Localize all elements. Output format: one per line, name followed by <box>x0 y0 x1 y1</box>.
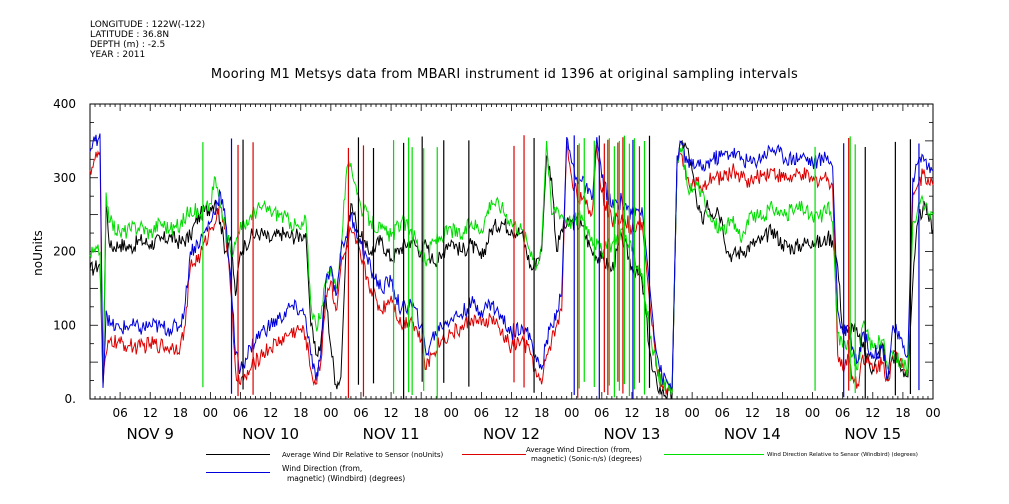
depth-label: DEPTH (m) : -2.5 <box>90 40 166 50</box>
x-day-label: NOV 12 <box>483 425 540 443</box>
x-day-label: NOV 11 <box>363 425 420 443</box>
x-tick-label: 00 <box>203 406 218 420</box>
plot-frame <box>89 103 934 400</box>
x-day-label: NOV 15 <box>844 425 901 443</box>
x-tick-label: 00 <box>564 406 579 420</box>
x-tick-label: 12 <box>624 406 639 420</box>
x-tick-label: 00 <box>685 406 700 420</box>
x-tick-label: 00 <box>805 406 820 420</box>
x-tick-label: 18 <box>414 406 429 420</box>
y-tick-label: 100 <box>53 318 76 332</box>
latitude-label: LATITUDE : 36.8N <box>90 30 170 40</box>
x-tick-label: 06 <box>835 406 850 420</box>
x-day-label: NOV 9 <box>127 425 174 443</box>
y-tick-label: 400 <box>53 97 76 111</box>
longitude-label: LONGITUDE : 122W(-122) <box>90 20 206 30</box>
x-tick-label: 00 <box>925 406 940 420</box>
y-axis-label: noUnits <box>31 230 45 276</box>
x-tick-label: 12 <box>143 406 158 420</box>
y-tick-label: 300 <box>53 171 76 185</box>
x-tick-label: 18 <box>173 406 188 420</box>
x-day-label: NOV 10 <box>242 425 299 443</box>
series-line-1 <box>89 139 934 399</box>
x-tick-label: 12 <box>504 406 519 420</box>
x-tick-label: 06 <box>112 406 127 420</box>
x-tick-label: 18 <box>534 406 549 420</box>
y-tick-label: 200 <box>53 245 76 259</box>
x-tick-label: 06 <box>353 406 368 420</box>
year-label: YEAR : 2011 <box>90 50 146 60</box>
y-tick-label: 0. <box>65 392 76 406</box>
x-tick-label: 18 <box>654 406 669 420</box>
x-tick-label: 18 <box>293 406 308 420</box>
plot-area <box>89 133 934 399</box>
chart-title: Mooring M1 Metsys data from MBARI instru… <box>210 67 799 82</box>
x-tick-label: 12 <box>383 406 398 420</box>
x-tick-label: 06 <box>233 406 248 420</box>
x-tick-label: 12 <box>263 406 278 420</box>
mooring-metadata: LONGITUDE : 122W(-122) LATITUDE : 36.8N … <box>90 20 205 60</box>
x-tick-label: 06 <box>474 406 489 420</box>
series-line-4 <box>89 133 934 390</box>
chart-axes: 06 12 18 00 06 12 18 00 06 12 18 00 06 12 18 00 06 12 18 00… <box>53 97 941 443</box>
x-day-label: NOV 14 <box>724 425 781 443</box>
x-tick-label: 06 <box>715 406 730 420</box>
series-line-3 <box>89 140 934 395</box>
series-line-2 <box>89 140 934 395</box>
x-tick-label: 18 <box>895 406 910 420</box>
x-tick-label: 06 <box>594 406 609 420</box>
x-tick-label: 00 <box>323 406 338 420</box>
x-tick-label: 12 <box>745 406 760 420</box>
x-tick-label: 00 <box>444 406 459 420</box>
x-tick-label: 12 <box>865 406 880 420</box>
x-day-label: NOV 13 <box>603 425 660 443</box>
x-tick-label: 18 <box>775 406 790 420</box>
